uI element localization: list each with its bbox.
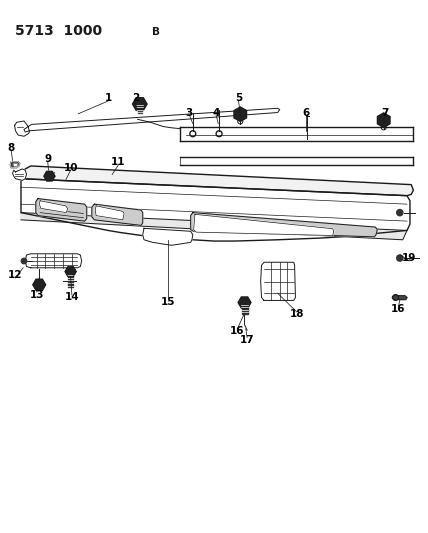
Polygon shape [39, 201, 68, 213]
Polygon shape [377, 113, 390, 127]
Polygon shape [21, 166, 413, 196]
Circle shape [396, 209, 404, 216]
Polygon shape [138, 104, 142, 112]
Polygon shape [392, 296, 407, 300]
Polygon shape [133, 98, 147, 110]
Text: 15: 15 [161, 297, 175, 306]
Polygon shape [180, 157, 413, 165]
Polygon shape [10, 161, 20, 168]
Polygon shape [33, 279, 46, 290]
Text: 10: 10 [63, 163, 78, 173]
Polygon shape [143, 228, 193, 245]
Text: 11: 11 [111, 157, 126, 167]
Polygon shape [36, 199, 87, 221]
Text: 3: 3 [186, 108, 193, 117]
Polygon shape [234, 107, 247, 122]
Circle shape [21, 257, 27, 264]
Text: 9: 9 [44, 154, 51, 164]
Polygon shape [241, 303, 247, 314]
Polygon shape [65, 267, 76, 277]
Polygon shape [68, 274, 73, 287]
Text: 17: 17 [240, 335, 254, 345]
Text: 14: 14 [65, 293, 79, 302]
Polygon shape [180, 126, 413, 141]
Text: 7: 7 [381, 108, 388, 117]
Polygon shape [238, 297, 251, 308]
Text: 5: 5 [235, 93, 242, 103]
Polygon shape [190, 213, 377, 237]
Text: 4: 4 [212, 108, 220, 117]
Text: 13: 13 [30, 290, 44, 300]
Text: 18: 18 [289, 310, 304, 319]
Polygon shape [261, 262, 295, 301]
Polygon shape [12, 169, 27, 180]
Polygon shape [15, 121, 30, 136]
Text: 2: 2 [132, 93, 139, 103]
Polygon shape [193, 214, 333, 236]
Text: 16: 16 [230, 326, 244, 336]
Polygon shape [25, 254, 82, 268]
Polygon shape [95, 206, 124, 220]
Circle shape [396, 254, 404, 262]
Text: 16: 16 [391, 304, 406, 314]
Text: B: B [152, 27, 160, 37]
Polygon shape [24, 108, 280, 132]
Text: 6: 6 [303, 108, 310, 117]
Text: 8: 8 [8, 143, 15, 153]
Text: 19: 19 [402, 253, 416, 263]
Polygon shape [44, 172, 55, 181]
Polygon shape [21, 179, 410, 241]
Polygon shape [21, 213, 407, 240]
Text: 1: 1 [104, 93, 112, 103]
Polygon shape [12, 164, 17, 166]
Text: 5713  1000: 5713 1000 [15, 24, 102, 38]
Text: 12: 12 [8, 270, 23, 280]
Polygon shape [92, 204, 143, 225]
